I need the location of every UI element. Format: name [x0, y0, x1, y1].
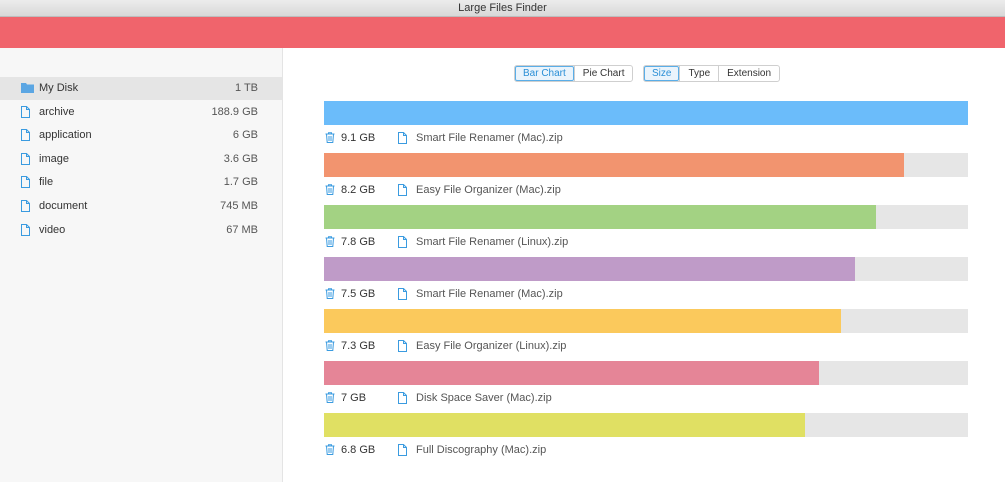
delete-button[interactable] — [325, 236, 335, 251]
item-size: 1.7 GB — [223, 176, 258, 189]
bar-track — [324, 309, 968, 333]
file-icon — [398, 340, 407, 356]
bar — [324, 309, 841, 333]
bar-track — [324, 413, 968, 437]
trash-icon — [325, 392, 335, 403]
item-size: 67 MB — [226, 223, 258, 236]
file-icon — [398, 392, 407, 404]
delete-button[interactable] — [325, 444, 335, 459]
delete-button[interactable] — [325, 340, 335, 355]
file-icon — [398, 288, 407, 300]
delete-button[interactable] — [325, 184, 335, 199]
tab[interactable]: Pie Chart — [573, 66, 633, 81]
file-name: Easy File Organizer (Mac).zip — [416, 184, 561, 196]
file-icon — [398, 340, 407, 352]
sort-tabs: Size Type Extension — [643, 65, 781, 82]
item-name: image — [39, 152, 69, 165]
size-label: 9.1 GB — [341, 132, 376, 144]
sidebar-item[interactable]: file 1.7 GB — [0, 171, 282, 194]
bar-track — [324, 153, 968, 177]
sidebar-item[interactable]: image 3.6 GB — [0, 148, 282, 171]
sidebar-item[interactable]: My Disk 1 TB — [0, 77, 282, 100]
bar-track — [324, 101, 968, 125]
delete-button[interactable] — [325, 288, 335, 303]
file-name: Disk Space Saver (Mac).zip — [416, 392, 552, 404]
sidebar: My Disk 1 TB archive 188.9 GB application 6 G… — [0, 48, 283, 482]
file-icon — [398, 236, 407, 248]
sidebar-item[interactable]: document 745 MB — [0, 195, 282, 218]
size-label: 7 GB — [341, 392, 367, 404]
file-name: Smart File Renamer (Mac).zip — [416, 132, 563, 144]
sidebar-item[interactable]: application 6 GB — [0, 124, 282, 147]
size-label: 7.5 GB — [341, 288, 376, 300]
sidebar-item[interactable]: archive 188.9 GB — [0, 101, 282, 124]
file-icon — [21, 223, 30, 236]
size-label: 8.2 GB — [341, 184, 376, 196]
file-icon — [398, 236, 407, 252]
item-name: video — [39, 223, 66, 236]
file-icon — [398, 132, 407, 144]
item-size: 3.6 GB — [223, 152, 258, 165]
item-name: My Disk — [39, 82, 79, 94]
bar — [324, 101, 968, 125]
item-size: 745 MB — [220, 200, 258, 212]
view-tabs: Bar Chart Pie Chart — [514, 65, 634, 82]
file-icon — [398, 444, 407, 456]
bar — [324, 205, 876, 229]
file-icon — [398, 444, 407, 460]
trash-icon — [325, 236, 335, 247]
bar-track — [324, 361, 968, 385]
file-icon — [398, 184, 407, 200]
item-name: file — [39, 176, 54, 189]
size-label: 7.3 GB — [341, 340, 376, 352]
folder-icon — [21, 83, 34, 93]
delete-button[interactable] — [325, 132, 335, 147]
item-name: application — [39, 129, 92, 142]
sidebar-item[interactable]: video 67 MB — [0, 219, 282, 242]
trash-icon — [325, 444, 335, 455]
size-label: 7.8 GB — [341, 236, 376, 248]
item-name: document — [39, 200, 88, 212]
file-icon — [21, 200, 30, 212]
file-icon — [398, 184, 407, 196]
bar-track — [324, 257, 968, 281]
delete-button[interactable] — [325, 392, 335, 407]
tab[interactable]: Bar Chart — [515, 66, 574, 81]
file-name: Smart File Renamer (Linux).zip — [416, 236, 569, 248]
trash-icon — [325, 132, 335, 143]
size-label: 6.8 GB — [341, 444, 376, 456]
item-size: 6 GB — [232, 129, 258, 142]
file-name: Smart File Renamer (Mac).zip — [416, 288, 563, 300]
tab[interactable]: Extension — [718, 66, 779, 81]
file-icon — [398, 288, 407, 304]
item-size: 1 TB — [234, 82, 258, 94]
file-name: Easy File Organizer (Linux).zip — [416, 340, 567, 352]
file-name: Full Discography (Mac).zip — [416, 444, 547, 456]
file-icon — [21, 176, 30, 189]
file-icon — [21, 129, 30, 142]
file-icon — [21, 152, 30, 165]
bar-track — [324, 205, 968, 229]
tab[interactable]: Size — [644, 66, 680, 81]
toolbar — [0, 17, 1005, 48]
bar — [324, 257, 855, 281]
bar — [324, 361, 820, 385]
trash-icon — [325, 288, 335, 299]
window-title: Large Files Finder — [0, 0, 1005, 17]
tab[interactable]: Type — [679, 66, 718, 81]
file-icon — [398, 132, 407, 148]
bar — [324, 413, 806, 437]
file-icon — [398, 392, 407, 408]
file-icon — [21, 105, 30, 118]
item-size: 188.9 GB — [211, 105, 258, 118]
trash-icon — [325, 184, 335, 195]
trash-icon — [325, 340, 335, 351]
item-name: archive — [39, 105, 75, 118]
bar — [324, 153, 905, 177]
